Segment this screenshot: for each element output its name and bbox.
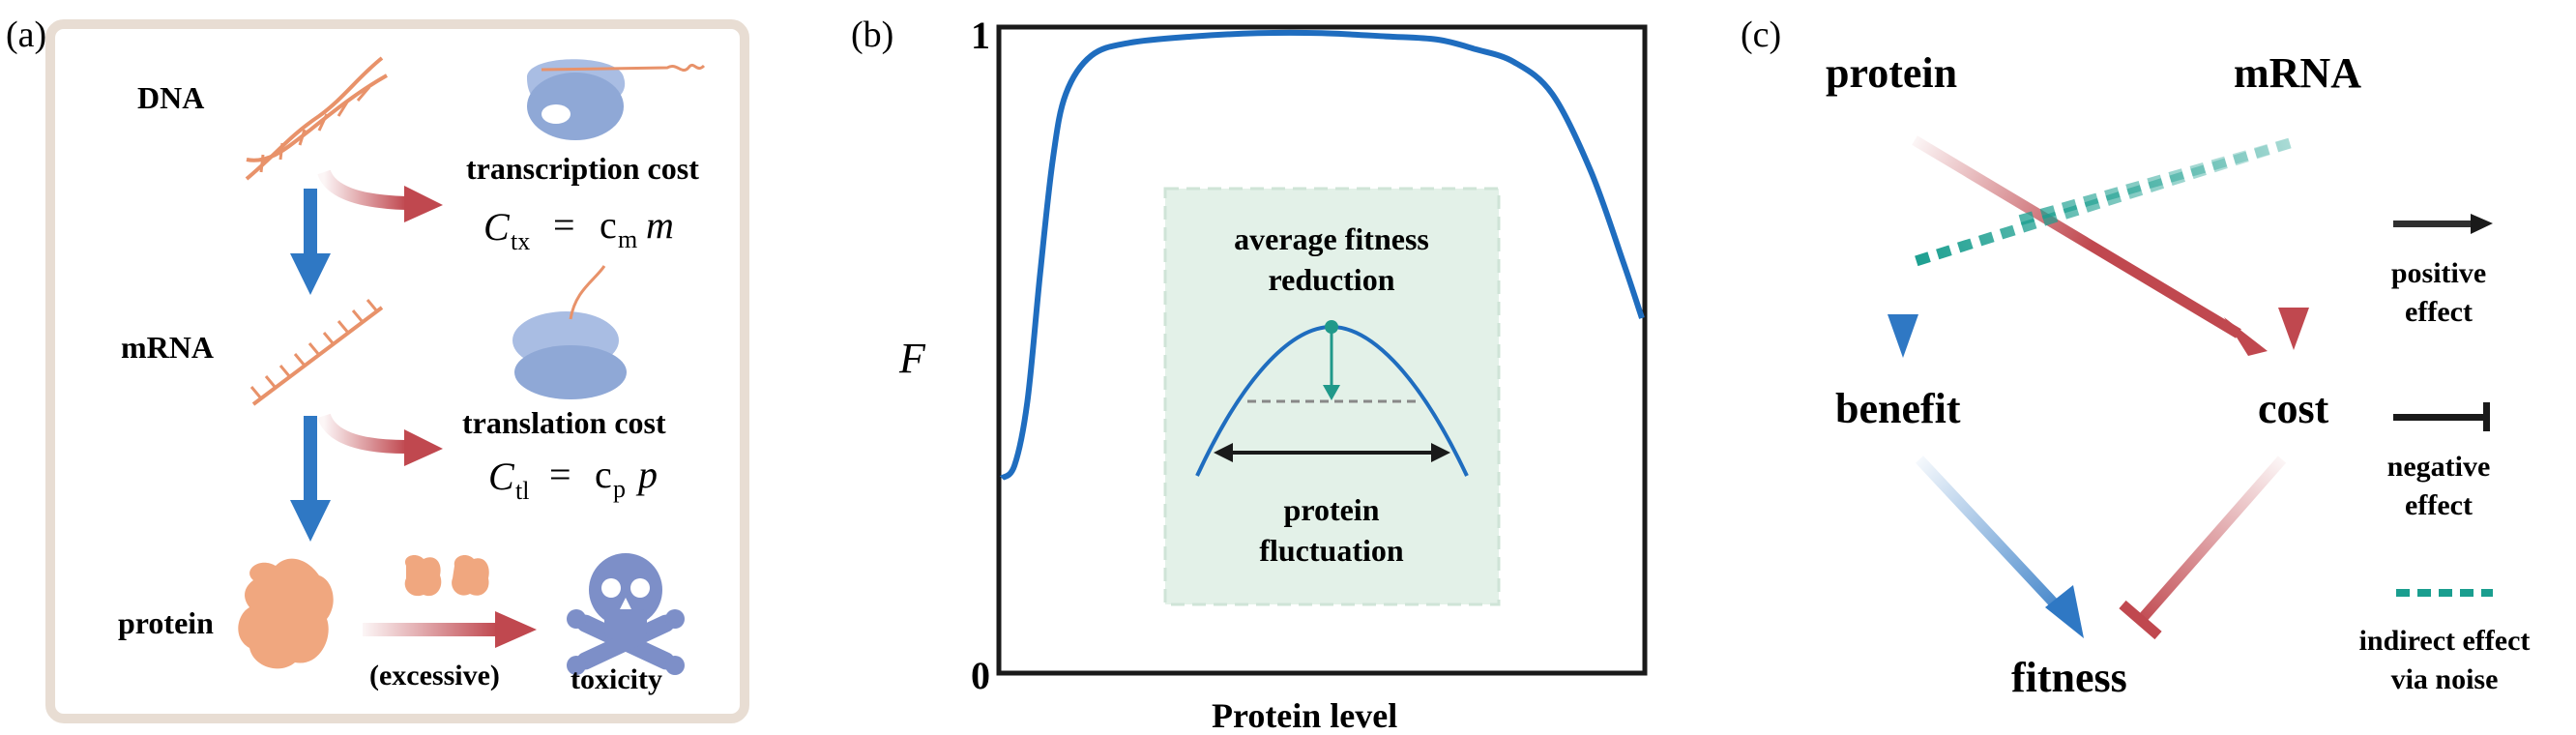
edge-indirect-noise [1908,137,2292,269]
transcription-cost-arrow [317,169,443,222]
svg-text:=: = [553,203,575,247]
svg-text:tx: tx [511,227,530,255]
svg-text:tl: tl [515,477,529,505]
legend-negative-line2: effect [2405,489,2473,521]
node-cost: cost [2258,385,2329,432]
svg-text:m: m [618,225,637,253]
inset-title-line2: reduction [1269,262,1395,297]
inset-title-line1: average fitness [1234,221,1429,256]
inset-bottom-line1: protein [1284,492,1380,527]
node-mrna: mRNA [2234,49,2361,97]
svg-text:m: m [646,203,674,247]
mrna-strand-icon [249,299,384,406]
translation-formula: C tl = c p p [488,453,658,505]
svg-text:C: C [483,205,511,249]
svg-text:p: p [635,453,658,496]
svg-text:=: = [549,453,571,496]
legend-positive-line1: positive [2391,257,2486,289]
svg-text:c: c [600,203,617,247]
panel-b-label: (b) [851,15,893,55]
edge-benefit-fitness [1915,456,2084,638]
x-axis-label: Protein level [1212,696,1397,735]
protein-label: protein [118,605,214,640]
transcription-formula: C tx = c m m [483,203,674,255]
mrna-label: mRNA [121,330,214,365]
edge-cost-fitness [2119,456,2287,640]
excessive-arrow [363,611,537,648]
dna-to-mrna-arrow [290,189,331,295]
panel-a-label: (a) [6,15,46,55]
dna-helix-icon [245,56,388,181]
legend-positive-arrow [2393,214,2493,234]
dna-label: DNA [137,80,204,115]
mrna-to-protein-arrow [290,416,331,542]
inset-bottom-line2: fluctuation [1259,533,1404,568]
ribosome-icon [512,265,627,399]
svg-text:c: c [595,453,612,496]
node-protein: protein [1826,49,1957,97]
node-fitness: fitness [2011,654,2127,701]
translation-cost-arrow [317,413,443,466]
excess-protein-icon [404,555,489,597]
svg-text:p: p [613,475,626,503]
translation-cost-label: translation cost [462,405,666,440]
transcription-cost-label: transcription cost [466,151,699,186]
legend-negative-inhibitor [2393,402,2490,431]
inset-fluctuation-arrow [1214,443,1450,462]
y-tick-top: 1 [971,14,990,57]
svg-text:C: C [488,455,515,498]
toxicity-skull-icon [567,553,685,675]
node-benefit: benefit [1835,385,1961,432]
rna-polymerase-icon [527,59,706,140]
edge-mrna-cost [2278,126,2309,350]
panel-c-label: (c) [1741,15,1781,55]
toxicity-label: toxicity [571,663,662,695]
inset-reduction-arrow [1323,320,1340,400]
excessive-label: (excessive) [369,660,500,691]
legend-positive-line2: effect [2405,296,2473,328]
y-axis-label: F [898,335,926,382]
edge-protein-benefit [1888,126,1918,358]
legend-negative-line1: negative [2387,451,2491,483]
y-tick-bottom: 0 [971,654,990,697]
legend-indirect-line2: via noise [2391,663,2499,695]
legend-indirect-line1: indirect effect [2359,625,2531,657]
fitness-curve [999,29,1645,481]
protein-blob-icon [238,558,334,669]
edge-protein-cost [1912,135,2268,356]
panel-a-box [45,19,749,723]
